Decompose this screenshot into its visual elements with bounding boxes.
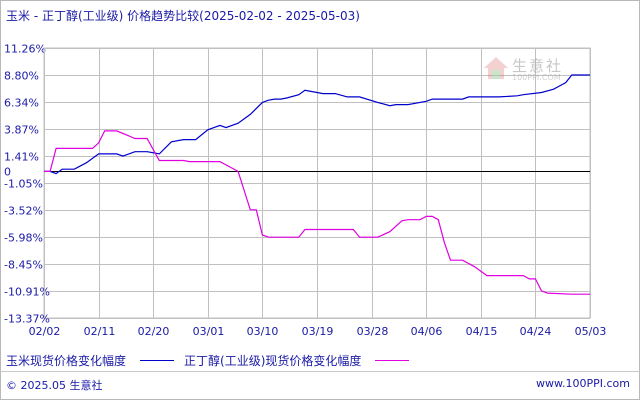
legend-swatch-series-2: [375, 360, 410, 361]
legend-label-series-1: 玉米现货价格变化幅度: [6, 354, 127, 368]
y-tick-label: -1.05%: [4, 178, 43, 191]
footer-divider: [0, 371, 640, 372]
footer-site-url: www.100PPI.com: [536, 377, 630, 390]
legend: 玉米现货价格变化幅度 正丁醇(工业级)现货价格变化幅度: [6, 352, 419, 369]
watermark: 生意社 100PPI.COM: [482, 55, 574, 85]
series-line-2: [44, 130, 590, 295]
y-tick-label: 8.80%: [4, 70, 39, 83]
x-tick-label: 03/28: [357, 325, 389, 338]
watermark-name: 生意社: [512, 57, 564, 75]
x-tick-label: 03/01: [193, 325, 225, 338]
y-tick-label: 3.87%: [4, 124, 39, 137]
watermark-url: 100PPI.COM: [512, 73, 561, 82]
legend-label-series-2: 正丁醇(工业级)现货价格变化幅度: [184, 354, 362, 368]
chart-title: 玉米 - 正丁醇(工业级) 价格趋势比较(2025-02-02 - 2025-0…: [6, 9, 360, 23]
y-tick-label: 1.41%: [4, 151, 39, 164]
x-tick-label: 05/03: [575, 325, 607, 338]
x-tick-label: 03/19: [302, 325, 334, 338]
house-logo-icon: [484, 57, 508, 79]
series-line-1: [44, 74, 590, 175]
y-tick-label: -13.37%: [4, 313, 50, 326]
x-tick-label: 02/20: [138, 325, 170, 338]
x-tick-label: 04/24: [520, 325, 552, 338]
y-tick-label: 11.26%: [4, 43, 46, 56]
y-tick-label: -10.91%: [4, 286, 50, 299]
x-tick-label: 03/10: [247, 325, 279, 338]
y-tick-label: -3.52%: [4, 205, 43, 218]
y-tick-label: 0: [4, 166, 11, 179]
y-tick-label: -5.98%: [4, 232, 43, 245]
x-tick-label: 02/02: [29, 325, 61, 338]
legend-swatch-series-1: [140, 360, 175, 361]
y-tick-label: -8.45%: [4, 259, 43, 272]
x-tick-label: 02/11: [84, 325, 116, 338]
footer-copyright: © 2025.05 生意社: [6, 379, 103, 392]
y-tick-label: 6.34%: [4, 97, 39, 110]
x-tick-label: 04/06: [411, 325, 443, 338]
x-tick-label: 04/15: [466, 325, 498, 338]
